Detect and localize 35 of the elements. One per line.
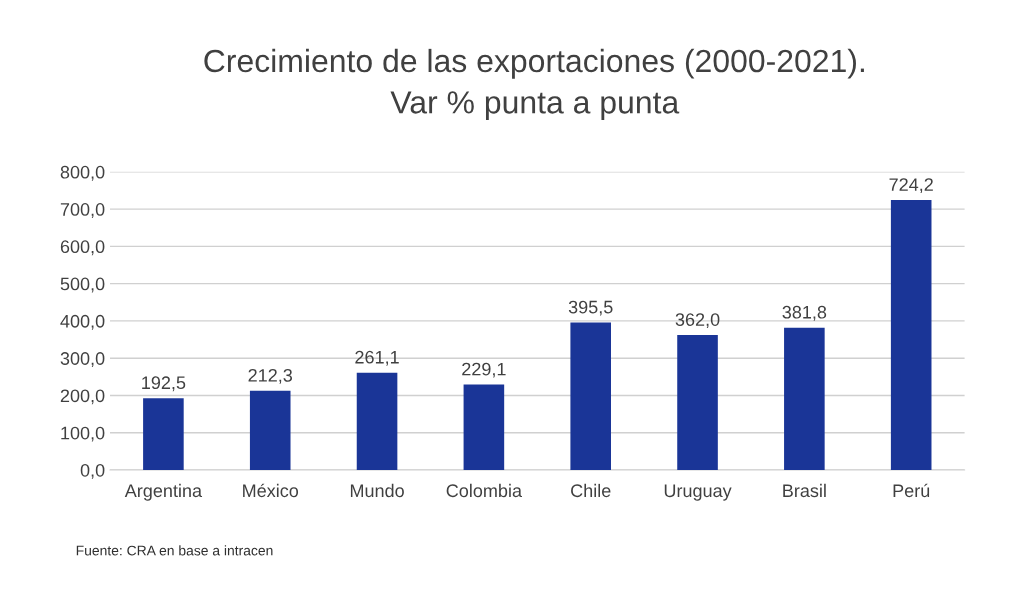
bar: [677, 335, 718, 470]
y-tick-label: 300,0: [60, 352, 105, 368]
bar: [356, 372, 398, 470]
data-label: 212,3: [248, 368, 293, 384]
data-label: 362,0: [675, 313, 720, 329]
y-tick-label: 600,0: [60, 240, 105, 256]
data-label: 229,1: [462, 362, 506, 378]
bar: [570, 322, 611, 470]
x-tick-label: Colombia: [446, 483, 523, 498]
x-tick-label: Mundo: [350, 483, 404, 498]
x-tick-label: Argentina: [124, 483, 203, 501]
chart-title: Crecimiento de las exportaciones (2000-2021). Var % punta a punta: [204, 48, 864, 120]
bar: [784, 327, 825, 470]
y-tick-label: 400,0: [60, 314, 105, 330]
y-tick-label: 800,0: [60, 165, 105, 181]
x-tick-label: Uruguay: [664, 484, 732, 501]
data-label: 261,1: [355, 350, 399, 366]
x-tick-label: Perú: [893, 483, 930, 498]
x-tick-label: Chile: [571, 483, 611, 498]
y-tick-label: 700,0: [60, 203, 105, 218]
bar: [463, 384, 505, 470]
data-label: 724,2: [889, 178, 933, 194]
data-label: 192,5: [142, 376, 186, 392]
bar: [890, 200, 932, 470]
source-note: Fuente: CRA en base a intracen: [76, 545, 273, 556]
bar: [249, 390, 291, 470]
y-tick-label: 500,0: [60, 277, 105, 293]
data-label: 381,8: [782, 305, 827, 321]
x-tick-label: Brasil: [783, 483, 826, 498]
y-tick-label: 100,0: [61, 426, 105, 442]
data-label: 395,5: [568, 300, 613, 316]
y-tick-label: 200,0: [60, 389, 105, 405]
bar: [143, 398, 184, 470]
x-tick-label: México: [243, 483, 299, 498]
y-tick-label: 0,0: [80, 463, 105, 479]
